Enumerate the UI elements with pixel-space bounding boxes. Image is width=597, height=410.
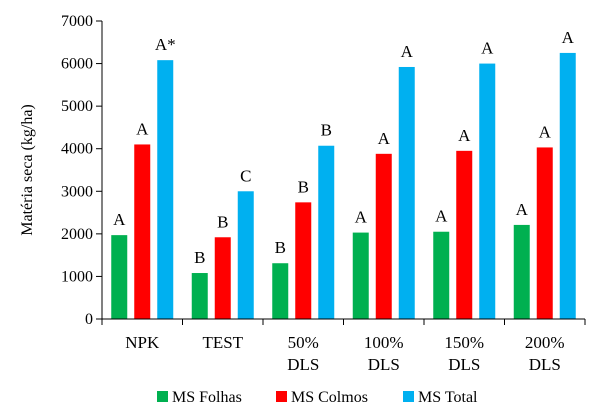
legend-label: MS Folhas — [172, 389, 242, 406]
x-category-label: 200% DLS — [525, 333, 565, 374]
bar-ms-folhas — [513, 224, 530, 319]
bars — [111, 52, 576, 320]
x-category-label: 100% DLS — [364, 333, 404, 374]
bar-label: B — [194, 248, 205, 267]
bar-ms-total — [237, 191, 254, 319]
bar-label: A — [401, 42, 414, 61]
y-axis-title: Matéria seca (kg/ha) — [19, 104, 36, 235]
legend-label: MS Colmos — [291, 389, 368, 406]
x-category-label: 150% DLS — [444, 333, 484, 374]
y-tick-label: 3000 — [61, 183, 93, 200]
bar-label: B — [217, 212, 228, 231]
bar-label: B — [321, 121, 332, 140]
bar-label: A — [113, 210, 126, 229]
bar-ms-total — [318, 145, 335, 319]
bar-label: A — [458, 126, 471, 145]
y-tick-label: 7000 — [61, 13, 93, 30]
bar-ms-colmos — [295, 202, 312, 319]
bar-ms-folhas — [272, 263, 289, 319]
bar-label: A — [136, 119, 149, 138]
bar-label: A — [378, 129, 391, 148]
bar-label: A — [355, 208, 368, 227]
y-tick-label: 2000 — [61, 226, 93, 243]
bar-label: B — [298, 177, 309, 196]
legend: MS Folhas MS Colmos MS Total — [157, 389, 478, 406]
y-tick-label: 1000 — [61, 268, 93, 285]
bar-ms-folhas — [111, 235, 128, 319]
bar-label: A — [435, 207, 448, 226]
bar-label: A — [562, 28, 575, 47]
legend-label: MS Total — [418, 389, 478, 406]
bar-ms-total — [559, 52, 576, 320]
bar-label: A* — [155, 35, 176, 54]
bar-ms-folhas — [191, 273, 208, 319]
bar-label: B — [275, 238, 286, 257]
x-category-label: 50% DLS — [287, 333, 319, 374]
x-category-label: TEST — [202, 333, 243, 352]
bar-ms-colmos — [375, 153, 392, 319]
y-tick-label: 5000 — [61, 98, 93, 115]
bar-ms-total — [479, 63, 496, 320]
y-axis-ticks: 0 1000 2000 3000 4000 5000 6000 7000 — [61, 13, 102, 328]
bar-ms-colmos — [214, 237, 231, 319]
bar-ms-folhas — [352, 232, 369, 319]
bar-ms-colmos — [134, 144, 151, 319]
y-tick-label: 0 — [85, 311, 93, 328]
bar-label: A — [481, 39, 494, 58]
bar-label: A — [516, 200, 529, 219]
bar-ms-folhas — [433, 231, 450, 319]
legend-swatch — [276, 391, 287, 402]
bar-label: A — [539, 122, 552, 141]
category-labels: NPK TEST 50% DLS 100% DLS 150% DLS 200% DLS — [125, 333, 564, 374]
bar-ms-total — [398, 66, 415, 319]
y-tick-label: 6000 — [61, 56, 93, 73]
x-category-label: NPK — [125, 333, 160, 352]
bar-ms-colmos — [456, 150, 473, 319]
axes — [101, 21, 586, 325]
legend-swatch — [403, 391, 414, 402]
legend-swatch — [157, 391, 168, 402]
bar-ms-total — [157, 60, 174, 320]
bar-label: C — [240, 166, 251, 185]
bar-ms-colmos — [536, 147, 553, 319]
y-tick-label: 4000 — [61, 141, 93, 158]
